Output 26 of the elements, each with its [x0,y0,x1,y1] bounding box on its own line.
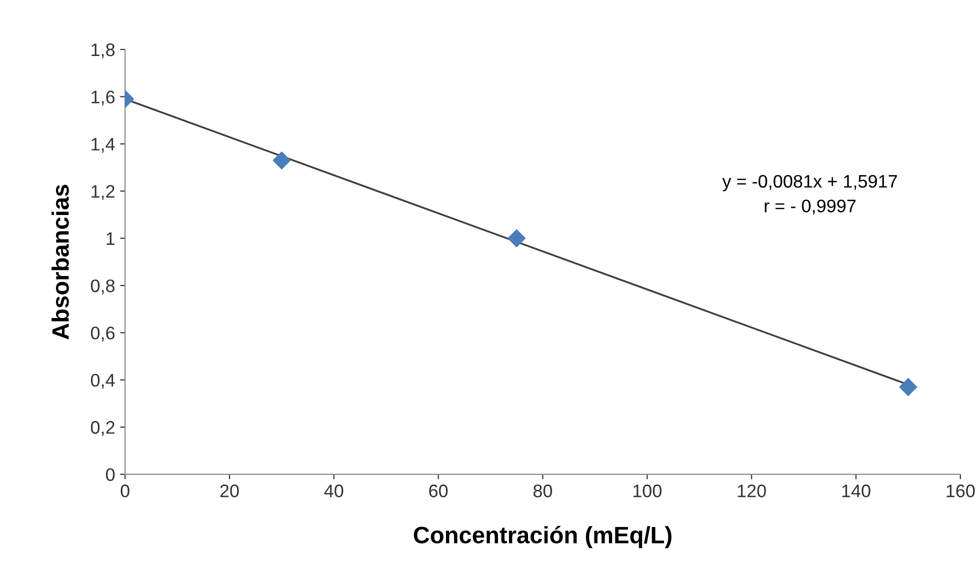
y-tick-label: 0,4 [90,374,115,389]
annotation: r = - 0,9997 [764,200,856,214]
y-tick-label: 1,6 [92,90,115,106]
y-tick-label: 0 [106,468,115,482]
x-tick-label: 0 [120,484,130,498]
x-axis-title: Concentración (mEq/L) [414,526,672,548]
y-tick-label: 1,8 [92,43,115,58]
y-tick-label: 1 [106,232,114,245]
point [272,151,291,170]
x-tick-label: 80 [533,484,552,498]
y-tick-label: 0,8 [90,279,115,294]
y-axis-title: Absorbancias [52,184,69,340]
x-tick-label: 140 [842,484,870,498]
x-tick-label: 120 [738,484,766,498]
x-tick-label: 100 [633,484,662,498]
y-tick-label: 1,4 [92,138,115,153]
point [508,229,526,248]
x-tick-label: 160 [946,484,975,498]
y-tick-label: 1,2 [92,185,114,200]
annotation: y = -0,0081x + 1,5917 [722,174,897,192]
x-tick-label: 60 [429,484,448,498]
point [899,378,918,396]
y-tick-label: 0,2 [90,421,114,436]
y-tick-label: 0,6 [90,326,115,342]
x-tick-label: 40 [324,484,344,498]
x-tick-label: 20 [220,484,239,498]
